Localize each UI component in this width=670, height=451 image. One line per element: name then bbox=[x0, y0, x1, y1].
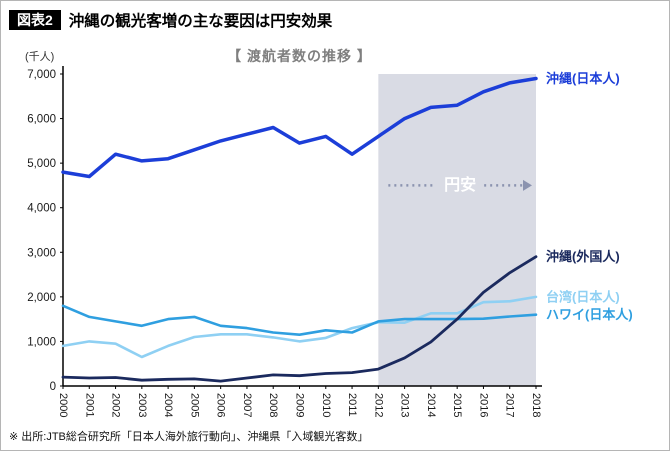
source-note: ※ 出所:JTB総合研究所「日本人海外旅行動向」、沖縄県「入域観光客数」 bbox=[9, 431, 369, 443]
y-tick-label: 5,000 bbox=[27, 158, 56, 170]
x-tick-label: 2015 bbox=[451, 393, 463, 417]
arrow-right-icon bbox=[523, 179, 532, 191]
y-tick-label: 6,000 bbox=[27, 114, 56, 126]
series-label-3: 沖縄(外国人) bbox=[546, 249, 620, 264]
series-line-1 bbox=[61, 295, 538, 359]
x-tick-label: 2017 bbox=[504, 393, 516, 417]
x-tick-label: 2004 bbox=[162, 393, 174, 417]
x-tick-label: 2003 bbox=[136, 393, 148, 417]
page-title: 沖縄の観光客増の主な要因は円安効果 bbox=[68, 13, 333, 30]
series-line-0 bbox=[61, 76, 538, 179]
x-tick-label: 2011 bbox=[346, 393, 358, 417]
series-label-1: 台湾(日本人) bbox=[546, 289, 620, 304]
x-tick-label: 2013 bbox=[399, 393, 411, 417]
x-tick-label: 2001 bbox=[83, 393, 95, 417]
chart-title: 【 渡航者数の推移 】 bbox=[227, 48, 372, 64]
x-tick-label: 2010 bbox=[320, 393, 332, 417]
x-tick-label: 2006 bbox=[215, 393, 227, 417]
y-tick-label: 7,000 bbox=[27, 69, 56, 81]
y-axis-unit-label: (千人) bbox=[25, 51, 55, 63]
yen-depreciation-label: 円安 bbox=[444, 175, 476, 194]
x-tick-label: 2016 bbox=[477, 393, 489, 417]
x-tick-label: 2012 bbox=[372, 393, 384, 417]
x-tick-label: 2002 bbox=[110, 393, 122, 417]
x-tick-label: 2005 bbox=[188, 393, 200, 417]
y-tick-label: 4,000 bbox=[27, 203, 56, 215]
x-tick-label: 2007 bbox=[241, 393, 253, 417]
figure-number-badge: 図表2 bbox=[9, 9, 61, 31]
header: 図表2 沖縄の観光客増の主な要因は円安効果 bbox=[9, 9, 332, 31]
x-tick-label: 2008 bbox=[267, 393, 279, 417]
series-label-0: 沖縄(日本人) bbox=[546, 71, 620, 86]
y-tick-label: 0 bbox=[50, 381, 56, 393]
x-tick-label: 2014 bbox=[425, 393, 437, 417]
x-tick-label: 2018 bbox=[530, 393, 542, 417]
line-chart: 0 1,000 2,000 3,000 4,000 5,000 6,000 7,000 2000… bbox=[27, 66, 633, 417]
x-tick-label: 2009 bbox=[294, 393, 306, 417]
x-tick-label: 2000 bbox=[57, 393, 69, 417]
series-line-3 bbox=[61, 255, 538, 383]
series-label-2: ハワイ(日本人) bbox=[546, 307, 633, 322]
y-tick-label: 3,000 bbox=[27, 247, 56, 259]
y-tick-label: 1,000 bbox=[27, 336, 56, 348]
highlight-region bbox=[378, 74, 536, 386]
y-tick-label: 2,000 bbox=[27, 292, 56, 304]
